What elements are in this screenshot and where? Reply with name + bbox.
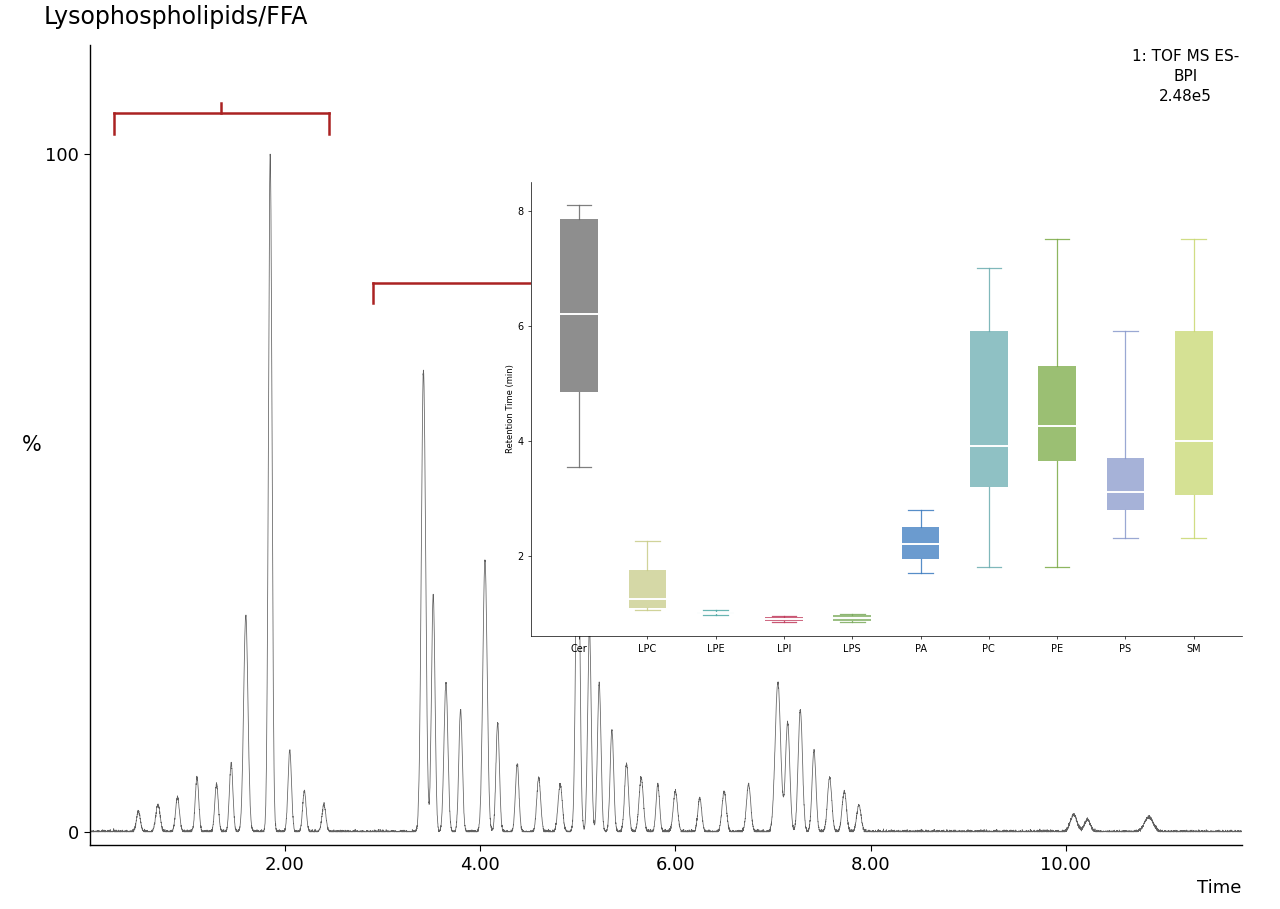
Bar	[1175, 332, 1212, 495]
Bar	[628, 570, 666, 607]
Bar	[902, 527, 940, 559]
Bar	[1107, 458, 1144, 510]
Y-axis label: Retention Time (min): Retention Time (min)	[506, 365, 515, 454]
Bar	[696, 612, 735, 614]
X-axis label: Time: Time	[1197, 879, 1242, 897]
Bar	[1038, 366, 1076, 461]
Bar	[970, 332, 1007, 486]
Text: Lysophospholipids/FFA: Lysophospholipids/FFA	[44, 5, 308, 29]
Text: 1: TOF MS ES-
BPI
2.48e5: 1: TOF MS ES- BPI 2.48e5	[1132, 49, 1239, 104]
Bar	[765, 616, 803, 622]
Text: Phospholipids: Phospholipids	[550, 241, 751, 269]
Y-axis label: %: %	[22, 435, 41, 455]
Bar	[561, 219, 598, 392]
Bar	[833, 615, 870, 621]
